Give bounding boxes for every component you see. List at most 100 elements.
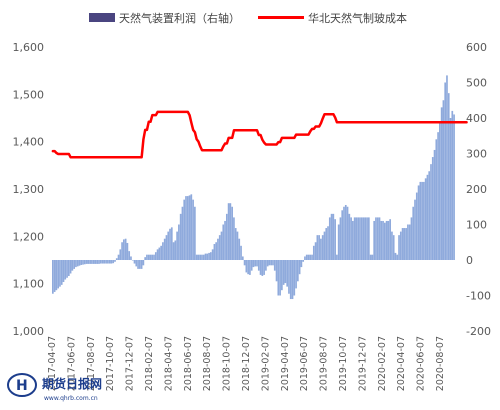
profit-bar [286, 260, 289, 287]
profit-bar [401, 228, 404, 260]
right-axis-tick-label: -100 [466, 290, 491, 303]
profit-bar [82, 260, 84, 265]
profit-bar [165, 235, 168, 260]
profit-bar [265, 260, 267, 271]
profit-bar [188, 195, 191, 260]
profit-bar [115, 258, 118, 260]
profit-bar [224, 220, 226, 260]
profit-bar [378, 217, 381, 260]
profit-bar [105, 260, 107, 264]
x-axis-tick-label: 2020-02-07 [377, 336, 388, 391]
profit-bar [112, 260, 115, 264]
profit-bar [382, 220, 384, 260]
x-axis-tick-label: 2019-08-07 [319, 336, 330, 391]
profit-bar [149, 254, 152, 260]
profit-bar [431, 157, 434, 260]
x-axis-tick-label: 2017-08-07 [86, 336, 97, 391]
profit-bar [428, 171, 431, 260]
profit-bar [142, 260, 145, 266]
left-axis-tick-label: 1,300 [13, 183, 45, 196]
left-axis-tick-label: 1,500 [13, 88, 45, 101]
left-axis-tick-label: 1,000 [13, 325, 45, 338]
profit-bar [321, 235, 324, 260]
profit-bar [87, 260, 90, 264]
profit-bar [419, 181, 422, 260]
profit-bar [376, 217, 379, 260]
profit-bar [240, 245, 242, 260]
profit-bar [275, 260, 278, 282]
profit-bar [137, 260, 139, 269]
profit-bar [369, 254, 372, 260]
profit-bar [85, 260, 88, 264]
profit-bar [73, 260, 75, 269]
x-axis-tick-label: 2018-04-07 [163, 336, 174, 391]
profit-bar [304, 256, 306, 260]
profit-bar [76, 260, 79, 267]
profit-bar [281, 260, 283, 291]
profit-bar [375, 217, 377, 260]
profit-bar [453, 114, 455, 260]
profit-bar [295, 260, 297, 289]
legend-bar-swatch [89, 13, 115, 22]
profit-bar [153, 254, 155, 260]
bar-series [52, 75, 455, 300]
profit-bar [417, 185, 420, 260]
profit-bar [60, 260, 63, 285]
profit-bar [272, 260, 274, 266]
legend-line-label: 华北天然气制玻成本 [308, 11, 407, 25]
profit-bar [80, 260, 83, 265]
profit-bar [186, 196, 189, 260]
x-axis-tick-label: 2017-06-07 [66, 336, 77, 391]
x-axis-tick-label: 2017-04-07 [47, 336, 58, 391]
profit-bar [119, 249, 122, 260]
cost-line [51, 110, 468, 159]
profit-bar [334, 219, 336, 260]
profit-bar [64, 260, 67, 280]
left-axis-tick-label: 1,100 [13, 278, 45, 291]
profit-bar [52, 260, 54, 294]
profit-bar [147, 254, 150, 260]
profit-bar [396, 254, 399, 260]
profit-bar [399, 231, 402, 260]
x-axis-tick-label: 2019-10-07 [338, 336, 349, 391]
profit-bar [316, 235, 319, 260]
profit-bar [291, 260, 294, 300]
profit-bar [247, 260, 249, 275]
right-axis-tick-label: 0 [466, 254, 473, 267]
profit-bar [213, 244, 216, 260]
profit-bar [387, 220, 390, 260]
profit-bar [353, 217, 356, 260]
profit-bar [131, 260, 134, 261]
left-axis-tick-label: 1,200 [13, 230, 45, 243]
profit-bar [392, 235, 395, 260]
profit-bar [172, 242, 175, 260]
profit-bar [442, 100, 445, 260]
watermark: H 期货日报网 www.qhrb.com.cn [7, 373, 102, 402]
profit-bar [307, 254, 310, 260]
profit-bar [344, 204, 347, 260]
x-axis-tick-label: 2019-12-07 [357, 336, 368, 391]
profit-bar [197, 254, 200, 260]
profit-bar [437, 132, 439, 260]
profit-bar [174, 240, 177, 260]
profit-bar [199, 254, 202, 260]
profit-bar [357, 217, 360, 260]
profit-bar [249, 260, 251, 275]
profit-bar [355, 217, 358, 260]
profit-bar [337, 224, 340, 260]
profit-bar [332, 213, 335, 260]
x-axis-tick-label: 2017-12-07 [125, 336, 136, 391]
profit-bar [412, 206, 415, 260]
profit-bar [234, 228, 237, 260]
profit-bar [229, 203, 232, 260]
profit-bar [169, 228, 171, 260]
profit-bar [440, 107, 443, 260]
watermark-title: 期货日报网 [42, 376, 102, 391]
profit-bar [288, 260, 290, 294]
profit-bar [215, 242, 218, 260]
profit-bar [405, 228, 407, 260]
profit-bar [99, 260, 102, 264]
profit-bar [268, 260, 271, 266]
profit-bar [126, 242, 129, 260]
profit-bar [144, 257, 147, 260]
